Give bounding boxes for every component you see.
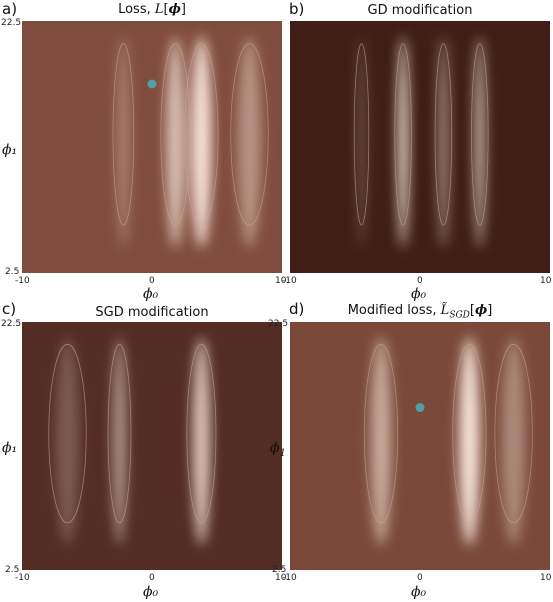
panel-d-xtick-mid: 0 bbox=[417, 573, 423, 583]
contour-2 bbox=[48, 343, 87, 524]
panel-d-ytick-top: 22.5 bbox=[268, 319, 289, 329]
ridge-0 bbox=[370, 336, 392, 546]
ridge-2 bbox=[474, 36, 485, 248]
ridge-1 bbox=[192, 336, 211, 546]
panel-a-xlabel: ϕ₀ bbox=[143, 286, 159, 302]
panel-d-xtick-right: 10 bbox=[540, 573, 552, 583]
panel-c-title: SGD modification bbox=[95, 305, 209, 320]
contour-1 bbox=[160, 43, 191, 226]
contour-3 bbox=[230, 43, 269, 226]
panel-d-ytick-bottom: 2.5 bbox=[272, 565, 287, 575]
ridge-2 bbox=[501, 336, 526, 546]
ridge-2 bbox=[55, 336, 80, 546]
contour-2 bbox=[494, 343, 533, 524]
panel-a-ylabel: ϕ₁ bbox=[2, 142, 18, 158]
panel-a-letter: a) bbox=[2, 0, 18, 18]
heatmap-background bbox=[290, 21, 550, 273]
panel-c-xlabel: ϕ₀ bbox=[143, 584, 159, 600]
ridge-0 bbox=[116, 36, 130, 248]
panel-a-xtick-left: -10 bbox=[15, 276, 30, 286]
contour-0 bbox=[363, 343, 399, 524]
panel-c-xtick-left: -10 bbox=[15, 573, 30, 583]
heatmap-svg-0 bbox=[22, 21, 282, 273]
contour-1 bbox=[452, 343, 487, 524]
panel-c-ylabel: ϕ₁ bbox=[2, 440, 18, 456]
contour-0 bbox=[394, 43, 412, 226]
panel-b-xtick-left: -10 bbox=[282, 276, 297, 286]
panel-d-xlabel: ϕ₀ bbox=[411, 584, 427, 600]
panel-c-letter: c) bbox=[2, 300, 17, 318]
panel-a-ytick-bottom: 2.5 bbox=[5, 267, 20, 277]
panel-b-xlabel: ϕ₀ bbox=[411, 286, 427, 302]
ridge-3 bbox=[356, 36, 367, 248]
panel-b-xtick-mid: 0 bbox=[417, 276, 423, 286]
panel-c-xtick-right: 10 bbox=[275, 573, 287, 583]
heatmap-svg-1 bbox=[290, 21, 550, 273]
ridge-1 bbox=[438, 36, 449, 248]
ridge-2 bbox=[191, 36, 212, 248]
panel-a-heatmap bbox=[22, 21, 282, 273]
ridge-1 bbox=[459, 336, 480, 546]
panel-d-xtick-left: -10 bbox=[282, 573, 297, 583]
panel-a-ytick-top: 22.5 bbox=[1, 18, 22, 28]
heatmap-svg-2 bbox=[22, 322, 282, 570]
panel-c-ytick-bottom: 2.5 bbox=[5, 565, 20, 575]
panel-b-xtick-right: 10 bbox=[540, 276, 552, 286]
panel-d-title: Modified loss, L̃SGD[ϕ] bbox=[347, 303, 493, 321]
panel-d-heatmap bbox=[290, 322, 550, 570]
panel-a-title: Loss, L[ϕ] bbox=[118, 2, 186, 17]
heatmap-svg-3 bbox=[290, 322, 550, 570]
panel-c-heatmap bbox=[22, 322, 282, 570]
panel-d-letter: d) bbox=[289, 300, 305, 318]
panel-b-title: GD modification bbox=[367, 3, 473, 18]
optimum-marker bbox=[415, 403, 425, 413]
contour-1 bbox=[434, 43, 453, 226]
ridge-1 bbox=[166, 36, 185, 248]
panel-c-ytick-top: 22.5 bbox=[1, 319, 22, 329]
panel-b-letter: b) bbox=[289, 0, 305, 18]
heatmap-base-layer bbox=[290, 21, 550, 273]
contour-0 bbox=[112, 43, 135, 226]
contour-0 bbox=[107, 343, 132, 524]
contour-1 bbox=[186, 343, 217, 524]
optimum-marker bbox=[147, 79, 157, 89]
contour-3 bbox=[353, 43, 370, 226]
contour-2 bbox=[184, 43, 219, 226]
contour-2 bbox=[471, 43, 489, 226]
ridge-0 bbox=[112, 336, 127, 546]
ridge-0 bbox=[397, 36, 409, 248]
panel-d-ylabel: ϕ1 bbox=[270, 440, 286, 459]
panel-b-heatmap bbox=[290, 21, 550, 273]
panel-a-xtick-right: 10 bbox=[275, 276, 287, 286]
panel-c-xtick-mid: 0 bbox=[149, 573, 155, 583]
ridge-3 bbox=[237, 36, 262, 248]
panel-a-xtick-mid: 0 bbox=[149, 276, 155, 286]
